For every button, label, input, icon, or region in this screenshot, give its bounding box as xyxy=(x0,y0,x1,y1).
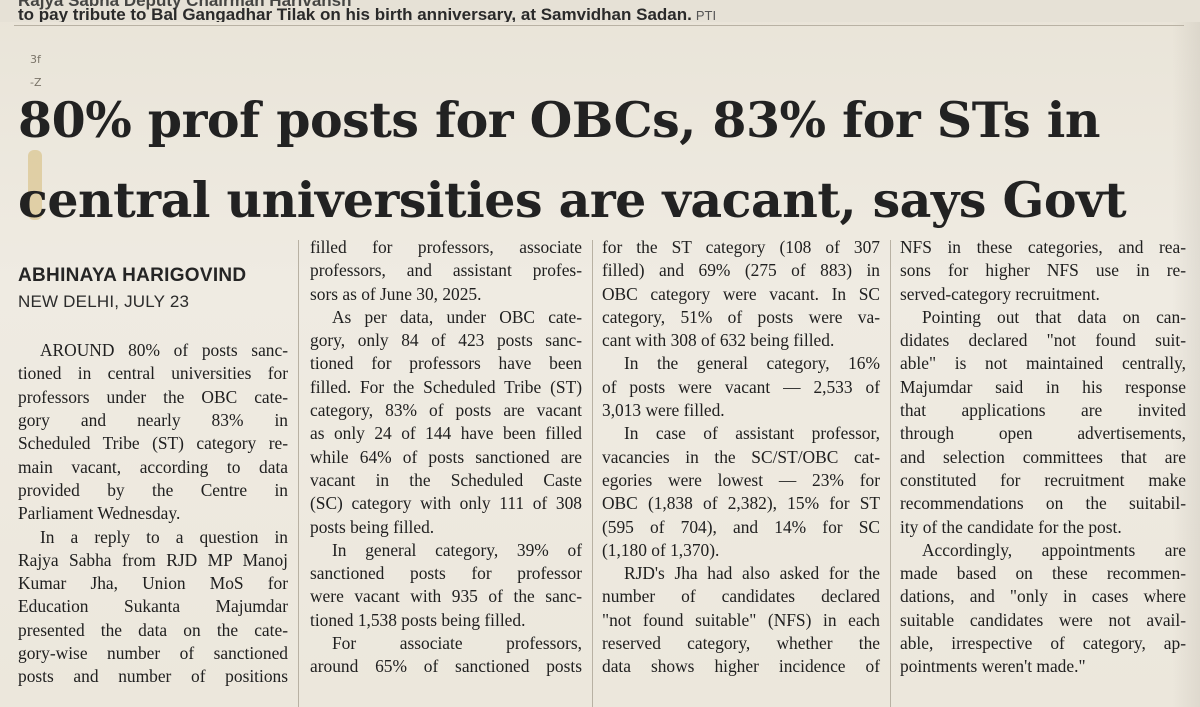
article-line: posts being filled. xyxy=(310,516,435,537)
article-column-3: for the ST category (108 of 307 filled) a… xyxy=(602,236,880,679)
article-column-1: AROUND 80% of posts sanc-tioned in centr… xyxy=(18,236,288,689)
column-rule xyxy=(298,240,299,707)
article-line: gory, only 84 of 423 posts sanc- xyxy=(310,330,582,351)
article-line: tioned in central universities for xyxy=(18,363,288,384)
article-line: made based on these recommen- xyxy=(900,563,1186,584)
article-line: (SC) category with only 111 of 308 xyxy=(310,493,582,514)
article-line: and selection committees that are xyxy=(900,446,1186,467)
page-edge-shadow xyxy=(1172,0,1200,707)
article-line: "not found suitable" (NFS) in each xyxy=(602,609,880,630)
article-line: posts and number of positions xyxy=(18,666,288,687)
article-line: as only 24 of 144 have been filled xyxy=(310,423,582,444)
article-line: number of candidates declared xyxy=(602,586,880,607)
article-line: around 65% of sanctioned posts xyxy=(310,656,582,677)
article-line: suitable candidates were not avail- xyxy=(900,609,1186,630)
article-line: while 64% of posts sanctioned are xyxy=(310,446,582,467)
article-line: vacant in the Scheduled Caste xyxy=(310,469,582,490)
article-line: (1,180 of 1,370). xyxy=(602,539,720,560)
article-line: Scheduled Tribe (ST) category re- xyxy=(18,433,288,454)
article-line: sors as of June 30, 2025. xyxy=(310,283,482,304)
article-column-4: NFS in these categories, and rea-sons fo… xyxy=(900,236,1186,679)
article-line: were vacant with 935 of the sanc- xyxy=(310,586,582,607)
article-line: In the general category, 16% xyxy=(624,353,880,374)
article-line: able, irrespective of category, ap- xyxy=(900,633,1186,654)
article-line: In general category, 39% of xyxy=(332,539,582,560)
paper-stain xyxy=(28,150,42,220)
headline-line-1: 80% prof posts for OBCs, 83% for STs in xyxy=(18,91,1101,149)
article-line: gory-wise number of sanctioned xyxy=(18,643,288,664)
article-line: category, 51% of posts were va- xyxy=(602,306,880,327)
article-line: filled) and 69% (275 of 883) in xyxy=(602,260,880,281)
article-line: data shows higher incidence of xyxy=(602,656,880,677)
article-line: Pointing out that data on can- xyxy=(922,306,1186,327)
article-line: that applications are invited xyxy=(900,400,1186,421)
article-line: Kumar Jha, Union MoS for xyxy=(18,573,288,594)
article-line: through open advertisements, xyxy=(900,423,1186,444)
headline: 80% prof posts for OBCs, 83% for STs in … xyxy=(18,80,1188,240)
photo-caption-strip xyxy=(0,0,1200,22)
article-line: of posts were vacant — 2,533 of xyxy=(602,376,880,397)
column-rule xyxy=(890,240,891,707)
photo-caption: Rajya Sabha Deputy Chairman Harivansh to… xyxy=(18,0,1178,22)
article-line: In a reply to a question in xyxy=(40,526,288,547)
article-line: AROUND 80% of posts sanc- xyxy=(40,340,288,361)
article-line: dations, and "only in cases where xyxy=(900,586,1186,607)
caption-line-1: Rajya Sabha Deputy Chairman Harivansh xyxy=(18,0,352,10)
article-line: (595 of 704), and 14% for SC xyxy=(602,516,880,537)
article-line: For associate professors, xyxy=(332,633,582,654)
article-line: presented the data on the cate- xyxy=(18,619,288,640)
article-line: As per data, under OBC cate- xyxy=(332,306,582,327)
article-column-2: filled for professors, associate professo… xyxy=(310,236,582,679)
article-line: Education Sukanta Majumdar xyxy=(18,596,288,617)
article-line: category, 83% of posts are vacant xyxy=(310,400,582,421)
article-line: NFS in these categories, and rea- xyxy=(900,237,1186,257)
article-line: able" is not maintained centrally, xyxy=(900,353,1186,374)
article-line: tioned for professors have been xyxy=(310,353,582,374)
article-line: main vacant, according to data xyxy=(18,456,288,477)
article-line: Accordingly, appointments are xyxy=(922,539,1186,560)
byline: ABHINAYA HARIGOVIND NEW DELHI, JULY 23 xyxy=(18,262,293,314)
article-line: didates declared "not found suit- xyxy=(900,330,1186,351)
caption-divider xyxy=(14,25,1184,26)
article-line: reserved category, whether the xyxy=(602,633,880,654)
caption-line-2: to pay tribute to Bal Gangadhar Tilak on… xyxy=(18,5,1178,23)
headline-line-2: central universities are vacant, says Go… xyxy=(18,171,1127,229)
article-line: OBC (1,838 of 2,382), 15% for ST xyxy=(602,493,880,514)
margin-mark: -Z xyxy=(30,76,42,89)
article-line: sons for higher NFS use in re- xyxy=(900,260,1186,281)
article-line: Parliament Wednesday. xyxy=(18,503,181,524)
article-line: professors, and assistant profes- xyxy=(310,260,582,281)
article-line: for the ST category (108 of 307 xyxy=(602,237,880,257)
caption-text: to pay tribute to Bal Gangadhar Tilak on… xyxy=(18,5,692,22)
margin-marks: 3f -Z xyxy=(30,48,42,94)
article-line: sanctioned posts for professor xyxy=(310,563,582,584)
article-line: filled for professors, associate xyxy=(310,237,582,257)
article-line: tioned 1,538 posts being filled. xyxy=(310,609,526,630)
article-line: egories were lowest — 23% for xyxy=(602,469,880,490)
article-line: vacancies in the SC/ST/OBC cat- xyxy=(602,446,880,467)
article-line: cant with 308 of 632 being filled. xyxy=(602,330,835,351)
article-line: served-category recruitment. xyxy=(900,283,1100,304)
dateline: NEW DELHI, JULY 23 xyxy=(18,292,190,311)
article-line: professors under the OBC cate- xyxy=(18,386,288,407)
article-line: OBC category were vacant. In SC xyxy=(602,283,880,304)
article-line: constituted for recruitment make xyxy=(900,469,1186,490)
article-line: RJD's Jha had also asked for the xyxy=(624,563,880,584)
article-line: filled. For the Scheduled Tribe (ST) xyxy=(310,376,582,397)
article-line: provided by the Centre in xyxy=(18,479,288,500)
column-rule xyxy=(592,240,593,707)
article-line: 3,013 were filled. xyxy=(602,400,725,421)
article-line: Majumdar said in his response xyxy=(900,376,1186,397)
author-name: ABHINAYA HARIGOVIND xyxy=(18,265,247,286)
article-line: recommendations on the suitabil- xyxy=(900,493,1186,514)
article-line: ity of the candidate for the post. xyxy=(900,516,1122,537)
caption-credit: PTI xyxy=(695,8,717,23)
margin-mark: 3f xyxy=(30,53,41,66)
article-line: gory and nearly 83% in xyxy=(18,410,288,431)
article-line: pointments weren't made." xyxy=(900,656,1086,677)
article-line: Rajya Sabha from RJD MP Manoj xyxy=(18,549,288,570)
article-line: In case of assistant professor, xyxy=(624,423,880,444)
